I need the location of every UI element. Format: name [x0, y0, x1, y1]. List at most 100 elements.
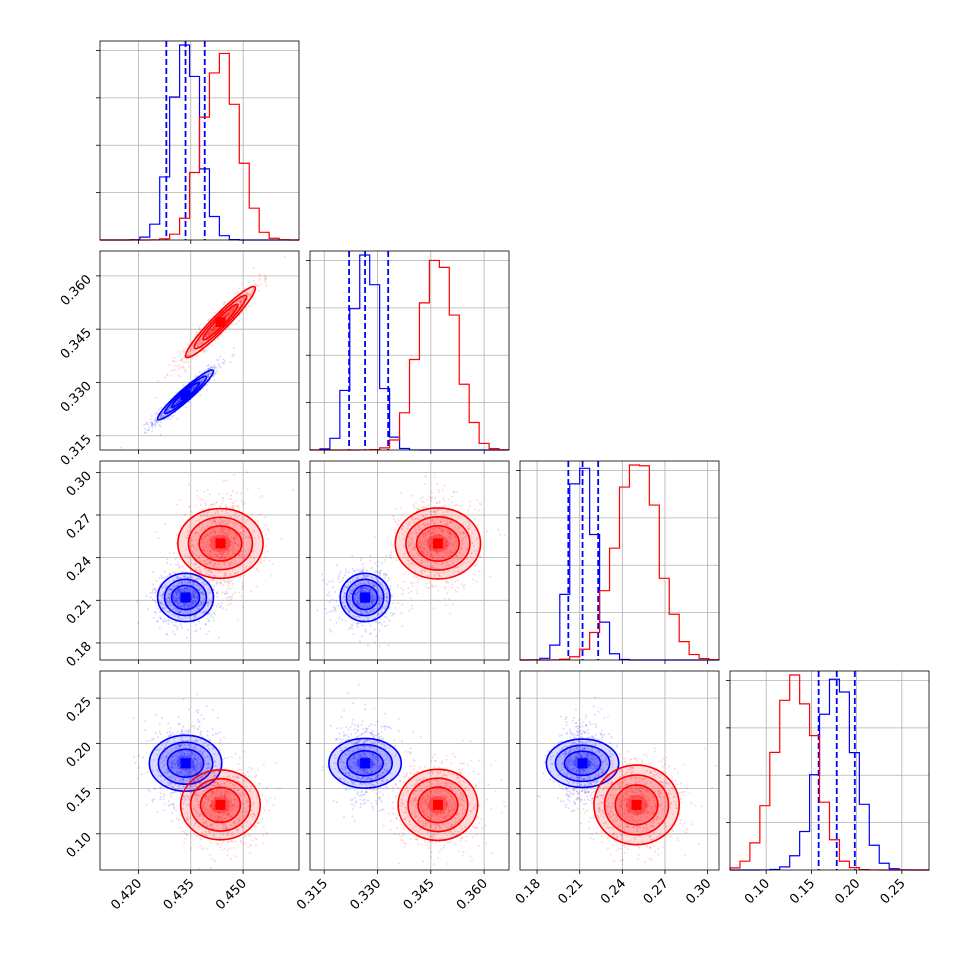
sample-point [187, 581, 190, 584]
sample-point [324, 607, 327, 610]
sample-point [444, 522, 447, 525]
sample-point [240, 525, 243, 528]
sample-point [196, 796, 199, 799]
sample-point [181, 570, 184, 573]
sample-point [377, 598, 380, 601]
sample-point [154, 418, 157, 421]
sample-point [378, 595, 381, 598]
sample-point [362, 586, 365, 589]
sample-point [207, 332, 210, 335]
sample-point [201, 523, 204, 526]
sample-point [378, 581, 381, 584]
sample-point [180, 366, 183, 369]
sample-point [381, 585, 384, 588]
sample-point [361, 568, 364, 571]
sample-point [152, 598, 155, 601]
sample-point [177, 582, 180, 585]
sample-point [199, 603, 202, 606]
sample-point [360, 635, 363, 638]
sample-point [212, 574, 215, 577]
sample-point [172, 760, 175, 763]
sample-point [173, 737, 176, 740]
sample-point [184, 361, 187, 364]
sample-point [402, 538, 405, 541]
sample-point [232, 523, 235, 526]
sample-point [222, 557, 225, 560]
sample-point [179, 588, 182, 591]
sample-point [191, 593, 194, 596]
sample-point [219, 551, 222, 554]
sample-point [168, 599, 171, 602]
sample-point [233, 551, 236, 554]
sample-point [228, 563, 231, 566]
sample-point [199, 341, 202, 344]
sample-point [344, 571, 347, 574]
sample-point [181, 798, 184, 801]
sample-point [361, 606, 364, 609]
sample-point [462, 531, 465, 534]
sample-point [474, 564, 477, 567]
sample-point [221, 529, 224, 532]
sample-point [373, 596, 376, 599]
sample-point [195, 597, 198, 600]
sample-point [178, 754, 181, 757]
sample-point [206, 533, 209, 536]
sample-point [243, 574, 246, 577]
sample-point [378, 596, 381, 599]
sample-point [424, 474, 427, 477]
sample-point [352, 633, 355, 636]
sample-point [384, 574, 387, 577]
sample-point [196, 759, 199, 762]
sample-point [154, 591, 157, 594]
sample-point [455, 555, 458, 558]
sample-point [229, 588, 232, 591]
sample-point [218, 549, 221, 552]
sample-point [379, 600, 382, 603]
sample-point [240, 492, 243, 495]
sample-point [178, 611, 181, 614]
sample-point [455, 554, 458, 557]
sample-point [220, 333, 223, 336]
sample-point [375, 576, 378, 579]
sample-point [196, 583, 199, 586]
sample-point [159, 798, 162, 801]
sample-point [201, 342, 204, 345]
sample-point [187, 555, 190, 558]
sample-point [177, 400, 180, 403]
sample-point [442, 511, 445, 514]
contour-line [163, 578, 208, 617]
sample-point [184, 798, 187, 801]
sample-point [177, 759, 180, 762]
sample-point [446, 531, 449, 534]
sample-point [370, 609, 373, 612]
sample-point [177, 401, 180, 404]
sample-point [210, 600, 213, 603]
sample-point [207, 373, 210, 376]
sample-point [174, 747, 177, 750]
sample-point [191, 725, 194, 728]
sample-point [366, 575, 369, 578]
sample-point [197, 519, 200, 522]
sample-point [171, 754, 174, 757]
sample-point [371, 601, 374, 604]
sample-point [196, 728, 199, 731]
sample-point [184, 513, 187, 516]
sample-point [180, 624, 183, 627]
sample-point [193, 768, 196, 771]
sample-point [227, 523, 230, 526]
sample-point [160, 601, 163, 604]
sample-point [172, 360, 175, 363]
sample-point [216, 753, 219, 756]
sample-point [382, 572, 385, 575]
sample-point [418, 518, 421, 521]
sample-point [230, 580, 233, 583]
sample-point [233, 308, 236, 311]
sample-point [225, 312, 228, 315]
sample-point [362, 604, 365, 607]
sample-point [195, 605, 198, 608]
sample-point [216, 338, 219, 341]
sample-point [198, 339, 201, 342]
sample-point [215, 327, 218, 330]
sample-point [209, 739, 212, 742]
sample-point [183, 587, 186, 590]
